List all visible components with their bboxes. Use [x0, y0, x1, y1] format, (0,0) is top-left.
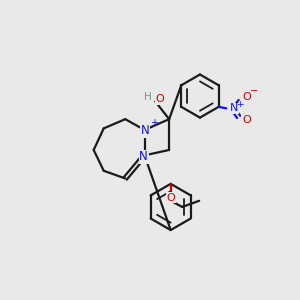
- Text: N: N: [141, 124, 150, 137]
- Text: O: O: [155, 94, 164, 104]
- Text: −: −: [250, 86, 258, 96]
- Text: H: H: [144, 92, 152, 102]
- Text: +: +: [236, 100, 244, 109]
- Text: N: N: [230, 103, 238, 113]
- Text: N: N: [140, 150, 148, 164]
- Text: +: +: [150, 118, 158, 128]
- Text: O: O: [242, 115, 251, 125]
- Text: O: O: [166, 193, 175, 203]
- Text: O: O: [242, 92, 251, 102]
